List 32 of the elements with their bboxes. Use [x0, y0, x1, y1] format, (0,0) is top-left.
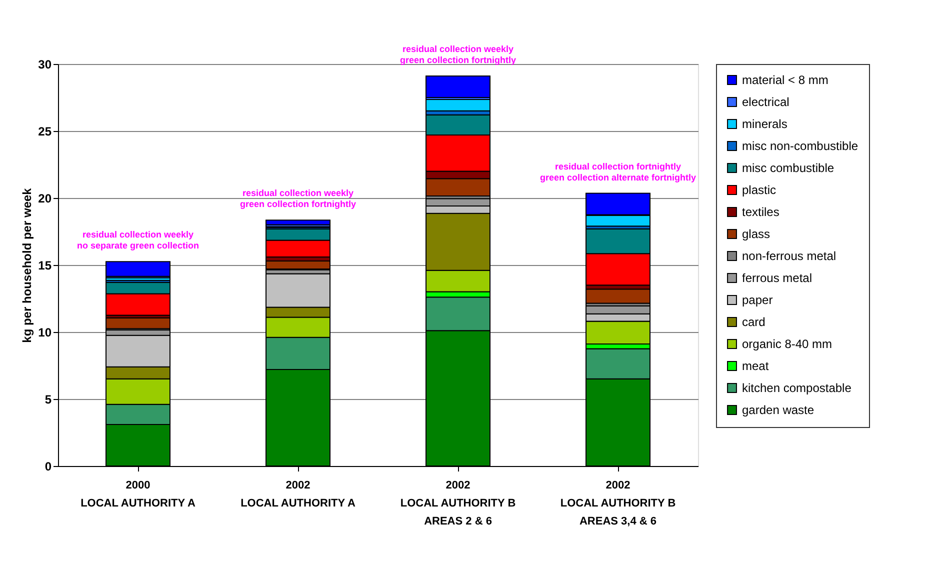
y-tick-label: 10 — [38, 326, 52, 340]
legend-label: kitchen compostable — [742, 381, 852, 395]
y-tick-label: 20 — [38, 192, 52, 206]
annotation: residual collection weekly green collection fortnightly — [240, 188, 356, 210]
legend-label: ferrous metal — [742, 271, 812, 285]
legend-label: material < 8 mm — [742, 73, 828, 87]
legend-label: card — [742, 315, 766, 329]
y-tick-label: 5 — [44, 392, 52, 406]
legend-label: misc non-combustible — [742, 139, 858, 153]
y-axis-title: kg per household per week — [20, 188, 34, 343]
legend-label: minerals — [742, 117, 788, 131]
legend-label: garden waste — [742, 403, 814, 417]
legend-label: electrical — [742, 95, 790, 109]
legend-label: non-ferrous metal — [742, 249, 836, 263]
annotation: residual collection fortnightly green collection alternate fortnightly — [540, 161, 696, 182]
y-tick-label: 15 — [38, 258, 52, 272]
x-tick-label: 2002 LOCAL AUTHORITY A — [240, 480, 356, 510]
y-tick-label: 0 — [44, 460, 52, 474]
legend-label: paper — [742, 293, 773, 307]
legend-label: organic 8-40 mm — [742, 337, 832, 351]
x-tick-label: 2002 LOCAL AUTHORITY B AREAS 3,4 & 6 — [560, 480, 676, 528]
legend-label: glass — [742, 227, 770, 241]
legend-label: plastic — [742, 183, 776, 197]
annotation: residual collection weekly no separate green collection — [76, 230, 200, 251]
y-tick-label: 30 — [38, 58, 52, 72]
legend-label: meat — [742, 359, 770, 373]
x-tick-label: 2000 LOCAL AUTHORITY A — [80, 480, 196, 510]
x-tick-label: 2002 LOCAL AUTHORITY B AREAS 2 & 6 — [400, 480, 516, 528]
legend-label: textiles — [742, 205, 780, 219]
y-tick-label: 25 — [38, 124, 52, 138]
legend-label: misc combustible — [742, 161, 834, 175]
annotation: residual collection weekly green collection fortnightly — [400, 44, 516, 66]
